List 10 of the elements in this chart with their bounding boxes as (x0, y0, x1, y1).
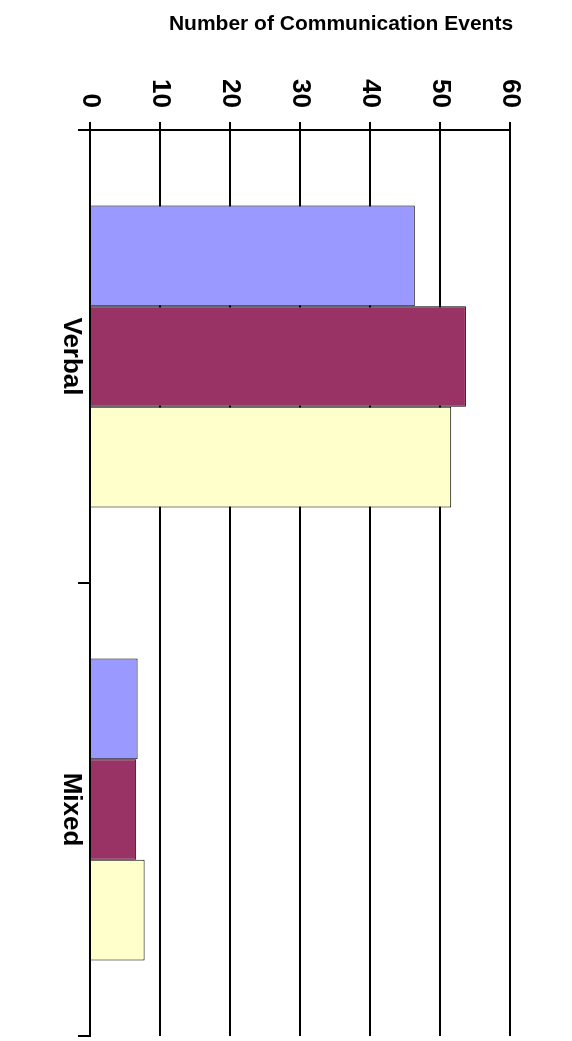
y-tick-label: Verbal (57, 317, 88, 396)
x-tick-label: 30 (286, 79, 317, 108)
x-tick-label: 50 (426, 79, 457, 108)
x-tick-label: 20 (216, 79, 247, 108)
y-tick-label: Mixed (57, 772, 88, 847)
x-tick-label: 0 (76, 93, 107, 108)
x-tick-label: 60 (496, 79, 527, 108)
x-tick-label: 10 (146, 79, 177, 108)
x-tick-label: 40 (356, 79, 387, 108)
x-axis-title: Number of Communication Events (168, 11, 514, 35)
